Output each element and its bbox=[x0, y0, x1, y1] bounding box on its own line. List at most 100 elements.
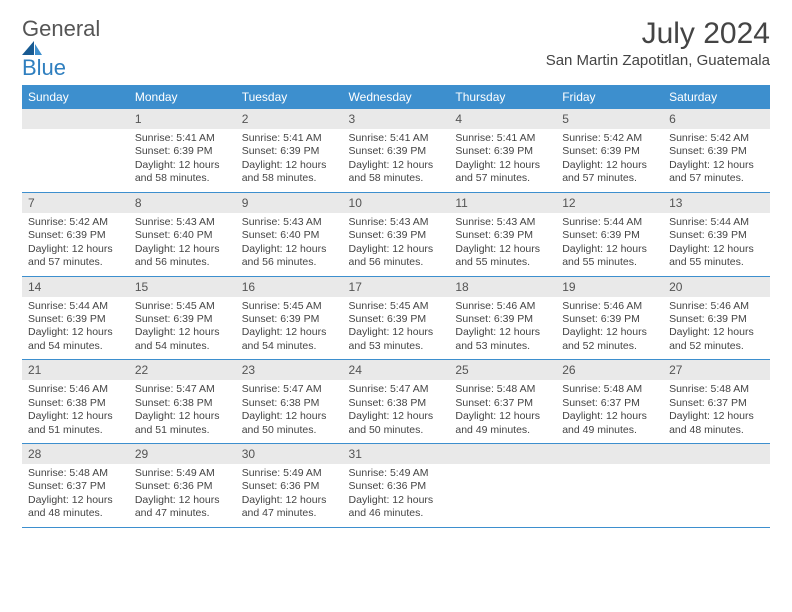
calendar-cell: 31Sunrise: 5:49 AMSunset: 6:36 PMDayligh… bbox=[343, 444, 450, 528]
day-data: Sunrise: 5:44 AMSunset: 6:39 PMDaylight:… bbox=[556, 213, 663, 276]
day-data: Sunrise: 5:48 AMSunset: 6:37 PMDaylight:… bbox=[449, 380, 556, 443]
day-header: Monday bbox=[129, 85, 236, 109]
calendar-cell: 5Sunrise: 5:42 AMSunset: 6:39 PMDaylight… bbox=[556, 109, 663, 192]
day-number: 11 bbox=[449, 193, 556, 213]
day-number: 22 bbox=[129, 360, 236, 380]
sunset-text: Sunset: 6:39 PM bbox=[455, 229, 550, 242]
daylight-text: Daylight: 12 hours and 58 minutes. bbox=[135, 159, 230, 186]
day-number: 16 bbox=[236, 277, 343, 297]
calendar-cell: 28Sunrise: 5:48 AMSunset: 6:37 PMDayligh… bbox=[22, 444, 129, 528]
day-number: 6 bbox=[663, 109, 770, 129]
day-data: Sunrise: 5:41 AMSunset: 6:39 PMDaylight:… bbox=[129, 129, 236, 192]
sunrise-text: Sunrise: 5:49 AM bbox=[349, 467, 444, 480]
sunrise-text: Sunrise: 5:43 AM bbox=[242, 216, 337, 229]
sunset-text: Sunset: 6:40 PM bbox=[135, 229, 230, 242]
daylight-text: Daylight: 12 hours and 46 minutes. bbox=[349, 494, 444, 521]
calendar-cell: 23Sunrise: 5:47 AMSunset: 6:38 PMDayligh… bbox=[236, 360, 343, 444]
day-number: 18 bbox=[449, 277, 556, 297]
calendar-cell bbox=[663, 444, 770, 528]
sunset-text: Sunset: 6:38 PM bbox=[349, 397, 444, 410]
day-data: Sunrise: 5:49 AMSunset: 6:36 PMDaylight:… bbox=[129, 464, 236, 527]
header-row: General Blue July 2024 San Martin Zapoti… bbox=[22, 18, 770, 79]
sunrise-text: Sunrise: 5:49 AM bbox=[135, 467, 230, 480]
calendar-cell: 24Sunrise: 5:47 AMSunset: 6:38 PMDayligh… bbox=[343, 360, 450, 444]
daylight-text: Daylight: 12 hours and 47 minutes. bbox=[242, 494, 337, 521]
sunrise-text: Sunrise: 5:46 AM bbox=[669, 300, 764, 313]
day-data: Sunrise: 5:48 AMSunset: 6:37 PMDaylight:… bbox=[663, 380, 770, 443]
daylight-text: Daylight: 12 hours and 57 minutes. bbox=[455, 159, 550, 186]
daylight-text: Daylight: 12 hours and 55 minutes. bbox=[669, 243, 764, 270]
day-data: Sunrise: 5:49 AMSunset: 6:36 PMDaylight:… bbox=[236, 464, 343, 527]
sunrise-text: Sunrise: 5:44 AM bbox=[562, 216, 657, 229]
calendar-cell: 15Sunrise: 5:45 AMSunset: 6:39 PMDayligh… bbox=[129, 276, 236, 360]
calendar-cell: 20Sunrise: 5:46 AMSunset: 6:39 PMDayligh… bbox=[663, 276, 770, 360]
calendar-body: 1Sunrise: 5:41 AMSunset: 6:39 PMDaylight… bbox=[22, 109, 770, 527]
calendar-cell: 8Sunrise: 5:43 AMSunset: 6:40 PMDaylight… bbox=[129, 192, 236, 276]
calendar-cell: 22Sunrise: 5:47 AMSunset: 6:38 PMDayligh… bbox=[129, 360, 236, 444]
day-number: 14 bbox=[22, 277, 129, 297]
calendar-cell: 18Sunrise: 5:46 AMSunset: 6:39 PMDayligh… bbox=[449, 276, 556, 360]
sunrise-text: Sunrise: 5:42 AM bbox=[562, 132, 657, 145]
day-number: 21 bbox=[22, 360, 129, 380]
day-data: Sunrise: 5:46 AMSunset: 6:38 PMDaylight:… bbox=[22, 380, 129, 443]
day-number: 28 bbox=[22, 444, 129, 464]
calendar-cell: 7Sunrise: 5:42 AMSunset: 6:39 PMDaylight… bbox=[22, 192, 129, 276]
sunset-text: Sunset: 6:39 PM bbox=[562, 229, 657, 242]
day-number: 9 bbox=[236, 193, 343, 213]
day-number: 8 bbox=[129, 193, 236, 213]
day-number: 20 bbox=[663, 277, 770, 297]
page-title: July 2024 bbox=[546, 18, 770, 50]
day-number: 2 bbox=[236, 109, 343, 129]
day-data: Sunrise: 5:49 AMSunset: 6:36 PMDaylight:… bbox=[343, 464, 450, 527]
day-data: Sunrise: 5:45 AMSunset: 6:39 PMDaylight:… bbox=[236, 297, 343, 360]
day-number: 31 bbox=[343, 444, 450, 464]
day-number: 13 bbox=[663, 193, 770, 213]
sunrise-text: Sunrise: 5:45 AM bbox=[135, 300, 230, 313]
sunset-text: Sunset: 6:37 PM bbox=[562, 397, 657, 410]
calendar-cell: 19Sunrise: 5:46 AMSunset: 6:39 PMDayligh… bbox=[556, 276, 663, 360]
calendar-cell: 29Sunrise: 5:49 AMSunset: 6:36 PMDayligh… bbox=[129, 444, 236, 528]
day-number: 17 bbox=[343, 277, 450, 297]
sunrise-text: Sunrise: 5:44 AM bbox=[669, 216, 764, 229]
day-number: 26 bbox=[556, 360, 663, 380]
calendar-cell: 2Sunrise: 5:41 AMSunset: 6:39 PMDaylight… bbox=[236, 109, 343, 192]
daylight-text: Daylight: 12 hours and 48 minutes. bbox=[28, 494, 123, 521]
daylight-text: Daylight: 12 hours and 55 minutes. bbox=[455, 243, 550, 270]
day-data: Sunrise: 5:41 AMSunset: 6:39 PMDaylight:… bbox=[236, 129, 343, 192]
calendar-cell: 10Sunrise: 5:43 AMSunset: 6:39 PMDayligh… bbox=[343, 192, 450, 276]
calendar-cell: 27Sunrise: 5:48 AMSunset: 6:37 PMDayligh… bbox=[663, 360, 770, 444]
sunset-text: Sunset: 6:39 PM bbox=[562, 313, 657, 326]
day-header: Thursday bbox=[449, 85, 556, 109]
sunset-text: Sunset: 6:38 PM bbox=[28, 397, 123, 410]
daylight-text: Daylight: 12 hours and 57 minutes. bbox=[562, 159, 657, 186]
sunrise-text: Sunrise: 5:46 AM bbox=[28, 383, 123, 396]
day-header: Friday bbox=[556, 85, 663, 109]
sunrise-text: Sunrise: 5:48 AM bbox=[28, 467, 123, 480]
day-number: 19 bbox=[556, 277, 663, 297]
sunset-text: Sunset: 6:39 PM bbox=[242, 145, 337, 158]
day-data: Sunrise: 5:46 AMSunset: 6:39 PMDaylight:… bbox=[556, 297, 663, 360]
sunset-text: Sunset: 6:39 PM bbox=[349, 145, 444, 158]
day-data: Sunrise: 5:42 AMSunset: 6:39 PMDaylight:… bbox=[556, 129, 663, 192]
day-data: Sunrise: 5:45 AMSunset: 6:39 PMDaylight:… bbox=[129, 297, 236, 360]
daylight-text: Daylight: 12 hours and 51 minutes. bbox=[28, 410, 123, 437]
daylight-text: Daylight: 12 hours and 51 minutes. bbox=[135, 410, 230, 437]
calendar-cell: 1Sunrise: 5:41 AMSunset: 6:39 PMDaylight… bbox=[129, 109, 236, 192]
calendar-cell: 12Sunrise: 5:44 AMSunset: 6:39 PMDayligh… bbox=[556, 192, 663, 276]
day-data: Sunrise: 5:43 AMSunset: 6:40 PMDaylight:… bbox=[236, 213, 343, 276]
sunset-text: Sunset: 6:39 PM bbox=[28, 313, 123, 326]
sunset-text: Sunset: 6:37 PM bbox=[669, 397, 764, 410]
daylight-text: Daylight: 12 hours and 49 minutes. bbox=[455, 410, 550, 437]
sunrise-text: Sunrise: 5:45 AM bbox=[242, 300, 337, 313]
sunset-text: Sunset: 6:39 PM bbox=[669, 145, 764, 158]
daylight-text: Daylight: 12 hours and 57 minutes. bbox=[669, 159, 764, 186]
sunrise-text: Sunrise: 5:48 AM bbox=[562, 383, 657, 396]
sunset-text: Sunset: 6:37 PM bbox=[455, 397, 550, 410]
sunrise-text: Sunrise: 5:48 AM bbox=[669, 383, 764, 396]
day-data: Sunrise: 5:46 AMSunset: 6:39 PMDaylight:… bbox=[663, 297, 770, 360]
sunrise-text: Sunrise: 5:41 AM bbox=[349, 132, 444, 145]
sunrise-text: Sunrise: 5:43 AM bbox=[455, 216, 550, 229]
calendar-cell bbox=[22, 109, 129, 192]
calendar-cell: 4Sunrise: 5:41 AMSunset: 6:39 PMDaylight… bbox=[449, 109, 556, 192]
day-number: 29 bbox=[129, 444, 236, 464]
